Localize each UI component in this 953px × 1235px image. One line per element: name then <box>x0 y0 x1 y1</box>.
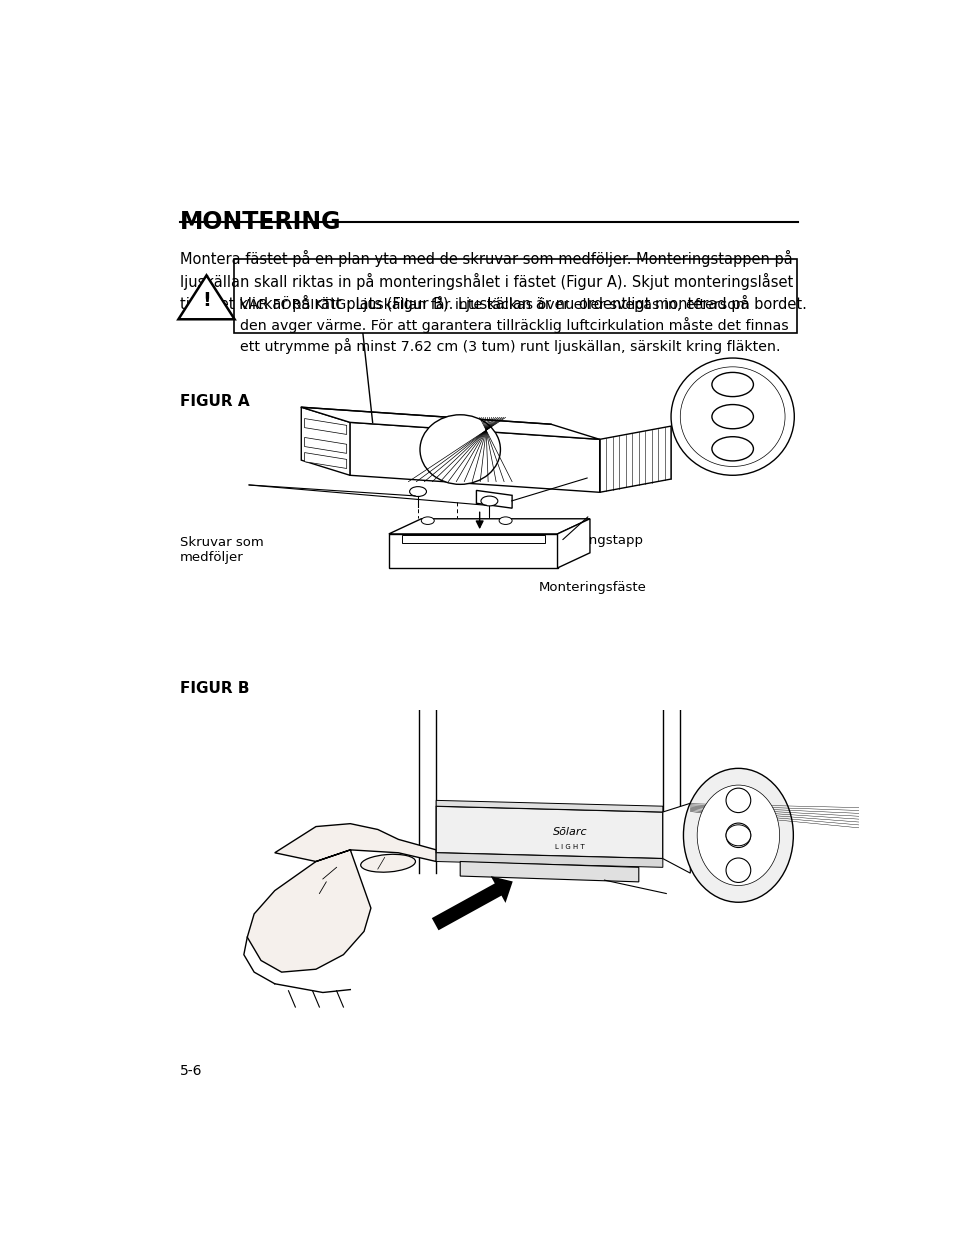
Ellipse shape <box>682 768 793 903</box>
Circle shape <box>421 517 434 525</box>
Text: Montera fästet på en plan yta med de skruvar som medföljer. Monteringstappen på
: Montera fästet på en plan yta med de skr… <box>180 249 806 312</box>
Polygon shape <box>436 806 662 858</box>
Polygon shape <box>401 535 544 543</box>
Polygon shape <box>389 519 589 534</box>
Circle shape <box>711 373 753 396</box>
Text: Skruvar som
medföljer: Skruvar som medföljer <box>180 536 263 564</box>
Text: FIGUR A: FIGUR A <box>180 394 250 409</box>
Text: L I G H T: L I G H T <box>555 844 584 850</box>
Ellipse shape <box>697 785 779 885</box>
Text: 5-6: 5-6 <box>180 1065 202 1078</box>
Polygon shape <box>301 408 350 475</box>
Circle shape <box>725 825 750 846</box>
Text: Monteringstapp: Monteringstapp <box>538 535 643 547</box>
Polygon shape <box>662 803 690 873</box>
Ellipse shape <box>670 358 794 475</box>
Polygon shape <box>389 534 557 568</box>
Text: VAR FÖRSIKTIG: Ljuskällan får inte täckas över eller svepas in, eftersom
den avg: VAR FÖRSIKTIG: Ljuskällan får inte täcka… <box>239 295 788 354</box>
Ellipse shape <box>725 823 750 847</box>
Ellipse shape <box>725 788 750 813</box>
Ellipse shape <box>419 415 500 484</box>
Polygon shape <box>301 408 599 440</box>
Circle shape <box>409 487 426 496</box>
Text: Monteringsfäste: Monteringsfäste <box>538 580 646 594</box>
Text: FIGUR B: FIGUR B <box>180 680 249 695</box>
Polygon shape <box>350 422 599 493</box>
Ellipse shape <box>725 858 750 883</box>
FancyBboxPatch shape <box>233 258 797 332</box>
Polygon shape <box>304 452 346 468</box>
Polygon shape <box>476 490 512 508</box>
Polygon shape <box>304 419 346 435</box>
Polygon shape <box>304 437 346 453</box>
Ellipse shape <box>679 367 784 467</box>
Polygon shape <box>436 853 662 867</box>
Text: Monteringslås: Monteringslås <box>567 821 660 835</box>
Ellipse shape <box>360 855 416 872</box>
FancyArrowPatch shape <box>432 876 512 930</box>
Polygon shape <box>599 426 670 493</box>
Circle shape <box>711 437 753 461</box>
Text: Sōlarc: Sōlarc <box>552 827 587 837</box>
Polygon shape <box>247 824 436 972</box>
Polygon shape <box>557 519 589 568</box>
Polygon shape <box>436 800 662 813</box>
Text: !: ! <box>202 291 211 310</box>
Polygon shape <box>178 275 234 320</box>
Text: MONTERING: MONTERING <box>180 210 341 233</box>
Circle shape <box>711 405 753 429</box>
Polygon shape <box>459 862 639 882</box>
Circle shape <box>498 517 512 525</box>
Circle shape <box>480 496 497 506</box>
